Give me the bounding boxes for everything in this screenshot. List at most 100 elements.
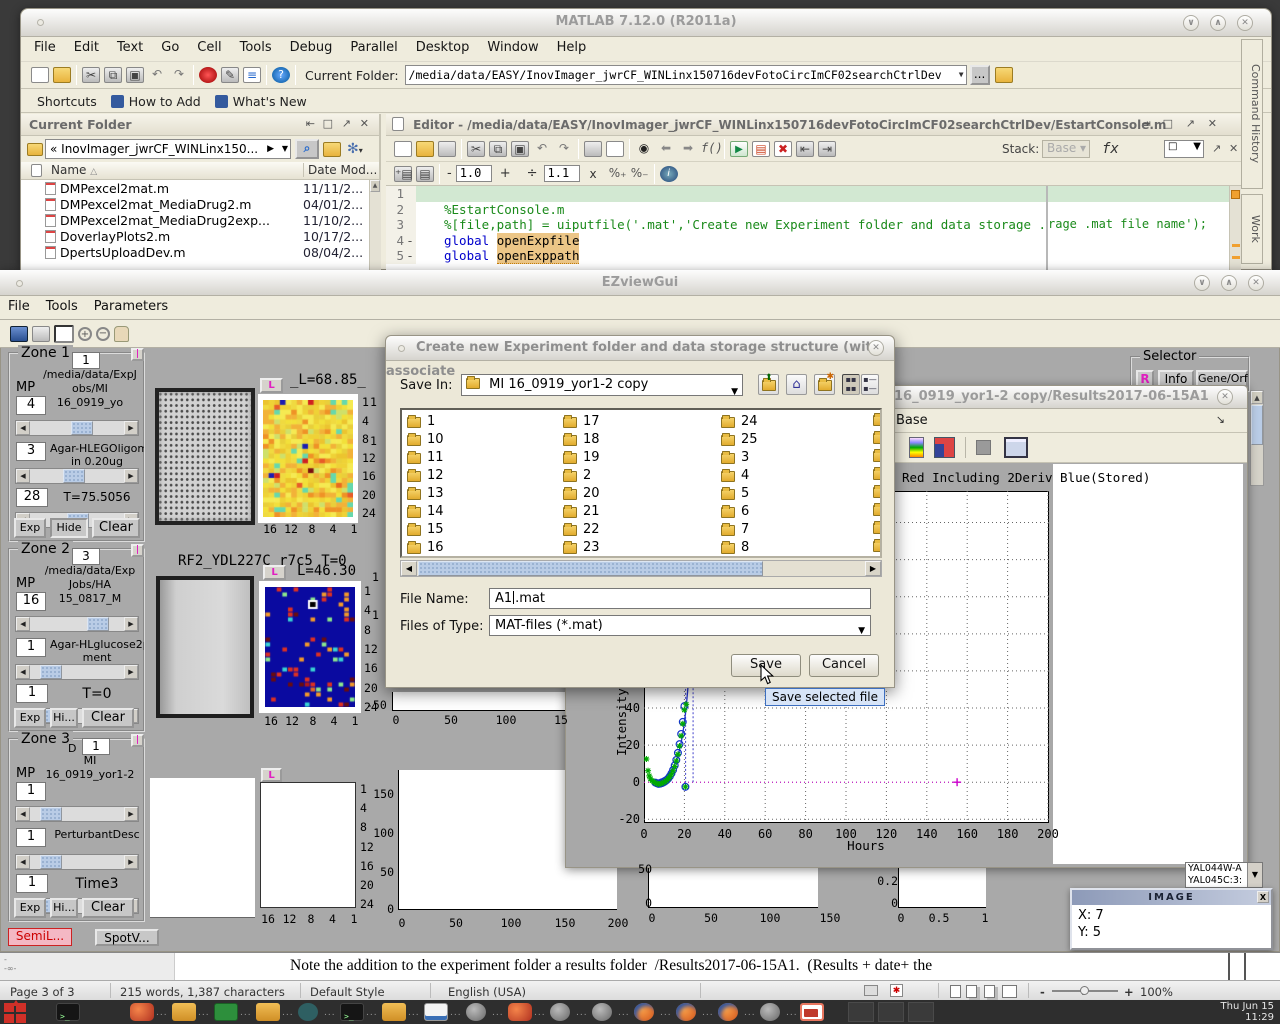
media-index-field[interactable]: 3: [16, 442, 46, 461]
address-combo[interactable]: « InovImager_jwrCF_WINLinx150... ▶ ▼: [45, 139, 291, 159]
browse-folder-button[interactable]: ...: [969, 65, 990, 85]
code-text[interactable]: %EstartConsole.m: [416, 202, 564, 218]
menu-debug[interactable]: Debug: [289, 40, 333, 55]
folder-name[interactable]: 20: [583, 486, 600, 501]
stack-combo[interactable]: Base ▾: [1042, 139, 1090, 158]
folder-item-clipped[interactable]: [873, 485, 880, 503]
folder-item[interactable]: 11: [407, 450, 444, 467]
popout-icon[interactable]: ↗: [341, 117, 351, 130]
save-button[interactable]: Save: [731, 654, 801, 677]
slider-left-arrow[interactable]: ◀: [16, 855, 30, 869]
folder-name[interactable]: 14: [427, 504, 444, 519]
ez-menu-tools[interactable]: Tools: [45, 299, 78, 314]
folder-item-clipped[interactable]: [873, 431, 880, 449]
percent-minus-icon[interactable]: %₋: [630, 165, 649, 180]
file-row[interactable]: DMPexcel2mat_MediaDrug2.m 04/01/2...: [21, 196, 369, 212]
close-button[interactable]: ✕: [1237, 15, 1253, 31]
folder-name[interactable]: 11: [427, 450, 444, 465]
redo-icon[interactable]: ↷: [558, 140, 570, 155]
resize-arrow-icon[interactable]: ↘: [1215, 413, 1225, 426]
heatmap-1[interactable]: [263, 400, 353, 517]
folder-item[interactable]: 14: [407, 504, 444, 521]
shortcut-icon[interactable]: [214, 94, 228, 108]
menu-help[interactable]: Help: [556, 40, 587, 55]
colormap-icon[interactable]: [909, 437, 924, 458]
file-row[interactable]: DMPexcel2mat_MediaDrug2exp... 11/10/2...: [21, 212, 369, 228]
folder-item[interactable]: 21: [563, 504, 600, 521]
slider-left-arrow[interactable]: ◀: [16, 469, 30, 483]
ez-menu-file[interactable]: File: [8, 299, 30, 314]
close-button[interactable]: ✕: [868, 340, 884, 356]
folder-item[interactable]: 15: [407, 522, 444, 539]
image-window-titlebar[interactable]: IMAGE X: [1072, 890, 1271, 905]
zone-slider[interactable]: ◀▶: [15, 664, 139, 680]
mp-index-field[interactable]: 16: [16, 592, 46, 611]
code-area-right-pane[interactable]: rage .mat file name');: [1048, 186, 1229, 270]
folder-name[interactable]: 7: [741, 522, 750, 537]
zone-clear-button[interactable]: Clear: [82, 708, 134, 728]
multiply-label[interactable]: x: [589, 166, 597, 181]
gene-item[interactable]: YAL045C:3:: [1188, 874, 1243, 886]
code-line[interactable]: 2 %EstartConsole.m: [386, 201, 1229, 218]
undo-icon[interactable]: ↶: [151, 67, 163, 81]
grid-view-icon[interactable]: ▪▪ ▪▪: [842, 374, 860, 395]
insert-cell-above-icon[interactable]: ⁺▤: [394, 165, 413, 182]
zone-slider[interactable]: ◀▶: [15, 616, 139, 632]
code-text[interactable]: %[file,path] = uiputfile('.mat','Create …: [416, 217, 1166, 233]
profiler-icon[interactable]: ≡: [243, 67, 261, 83]
folder-name[interactable]: 21: [583, 504, 600, 519]
slider-thumb[interactable]: [39, 855, 62, 869]
how-to-add-link[interactable]: How to Add: [128, 93, 201, 109]
mp-index-field[interactable]: 1: [16, 782, 46, 801]
taskbar-terminal-icon[interactable]: >_: [340, 1003, 364, 1021]
slider-left-arrow[interactable]: ◀: [16, 807, 30, 821]
new-icon[interactable]: [394, 140, 412, 157]
taskbar-matlab-icon[interactable]: [508, 1003, 532, 1021]
folder-item[interactable]: 2: [563, 468, 591, 485]
zone-slider[interactable]: ◀▶: [15, 806, 139, 822]
cut-icon[interactable]: ✂: [467, 140, 485, 157]
folder-list-hscrollbar[interactable]: ◀ ▶: [400, 560, 882, 577]
folder-name[interactable]: 2: [583, 468, 592, 483]
ez-scrollbar[interactable]: ▲: [1250, 390, 1264, 486]
label-button-2[interactable]: L: [263, 565, 286, 580]
taskbar-app-icon[interactable]: [466, 1003, 486, 1021]
info-icon[interactable]: i: [659, 165, 678, 182]
menu-edit[interactable]: Edit: [73, 40, 99, 55]
shortcut-icon[interactable]: [110, 94, 124, 108]
folder-item[interactable]: 22: [563, 522, 600, 539]
zone-mini-button[interactable]: |: [131, 544, 144, 557]
folder-item[interactable]: 13: [407, 486, 444, 503]
folder-name[interactable]: 15: [427, 522, 444, 537]
folder-name[interactable]: 23: [583, 540, 600, 555]
folder-item[interactable]: 3: [721, 450, 749, 467]
percent-plus-icon[interactable]: %₊: [608, 165, 627, 180]
insert-cell-below-icon[interactable]: ▤: [416, 165, 434, 182]
tab-workspace[interactable]: Work: [1241, 194, 1263, 264]
save-icon[interactable]: [438, 140, 456, 157]
close-panel-icon[interactable]: ✕: [359, 117, 369, 130]
folder-item[interactable]: 20: [563, 486, 600, 503]
open-icon[interactable]: [416, 140, 434, 157]
folder-name[interactable]: 8: [741, 540, 750, 555]
chevron-down-icon[interactable]: ▼: [1247, 863, 1262, 887]
multi-page-view-icon-2[interactable]: [984, 985, 995, 998]
folder-item[interactable]: 16: [407, 540, 444, 556]
folder-name[interactable]: 25: [741, 432, 758, 447]
menu-desktop[interactable]: Desktop: [415, 40, 470, 55]
scroll-left-arrow[interactable]: ◀: [401, 561, 417, 576]
maximize-button[interactable]: ∧: [1221, 275, 1237, 291]
folder-item-clipped[interactable]: [873, 449, 880, 467]
open-file-icon[interactable]: [53, 67, 71, 83]
heatmap-2[interactable]: [265, 587, 355, 707]
slider-thumb[interactable]: [87, 617, 110, 631]
zoom-select-icon[interactable]: [54, 324, 74, 343]
document-note-text[interactable]: Note the addition to the experiment fold…: [290, 957, 933, 974]
zone-slider[interactable]: ◀▶: [15, 854, 139, 870]
zoom-percent[interactable]: 100%: [1140, 985, 1173, 999]
folder-item[interactable]: 23: [563, 540, 600, 556]
home-icon[interactable]: ⌂: [786, 374, 807, 395]
file-name[interactable]: DpertsUploadDev.m: [60, 244, 186, 260]
up-one-level-icon[interactable]: ⬆: [758, 373, 779, 395]
zone-clear-button[interactable]: Clear: [92, 518, 140, 538]
